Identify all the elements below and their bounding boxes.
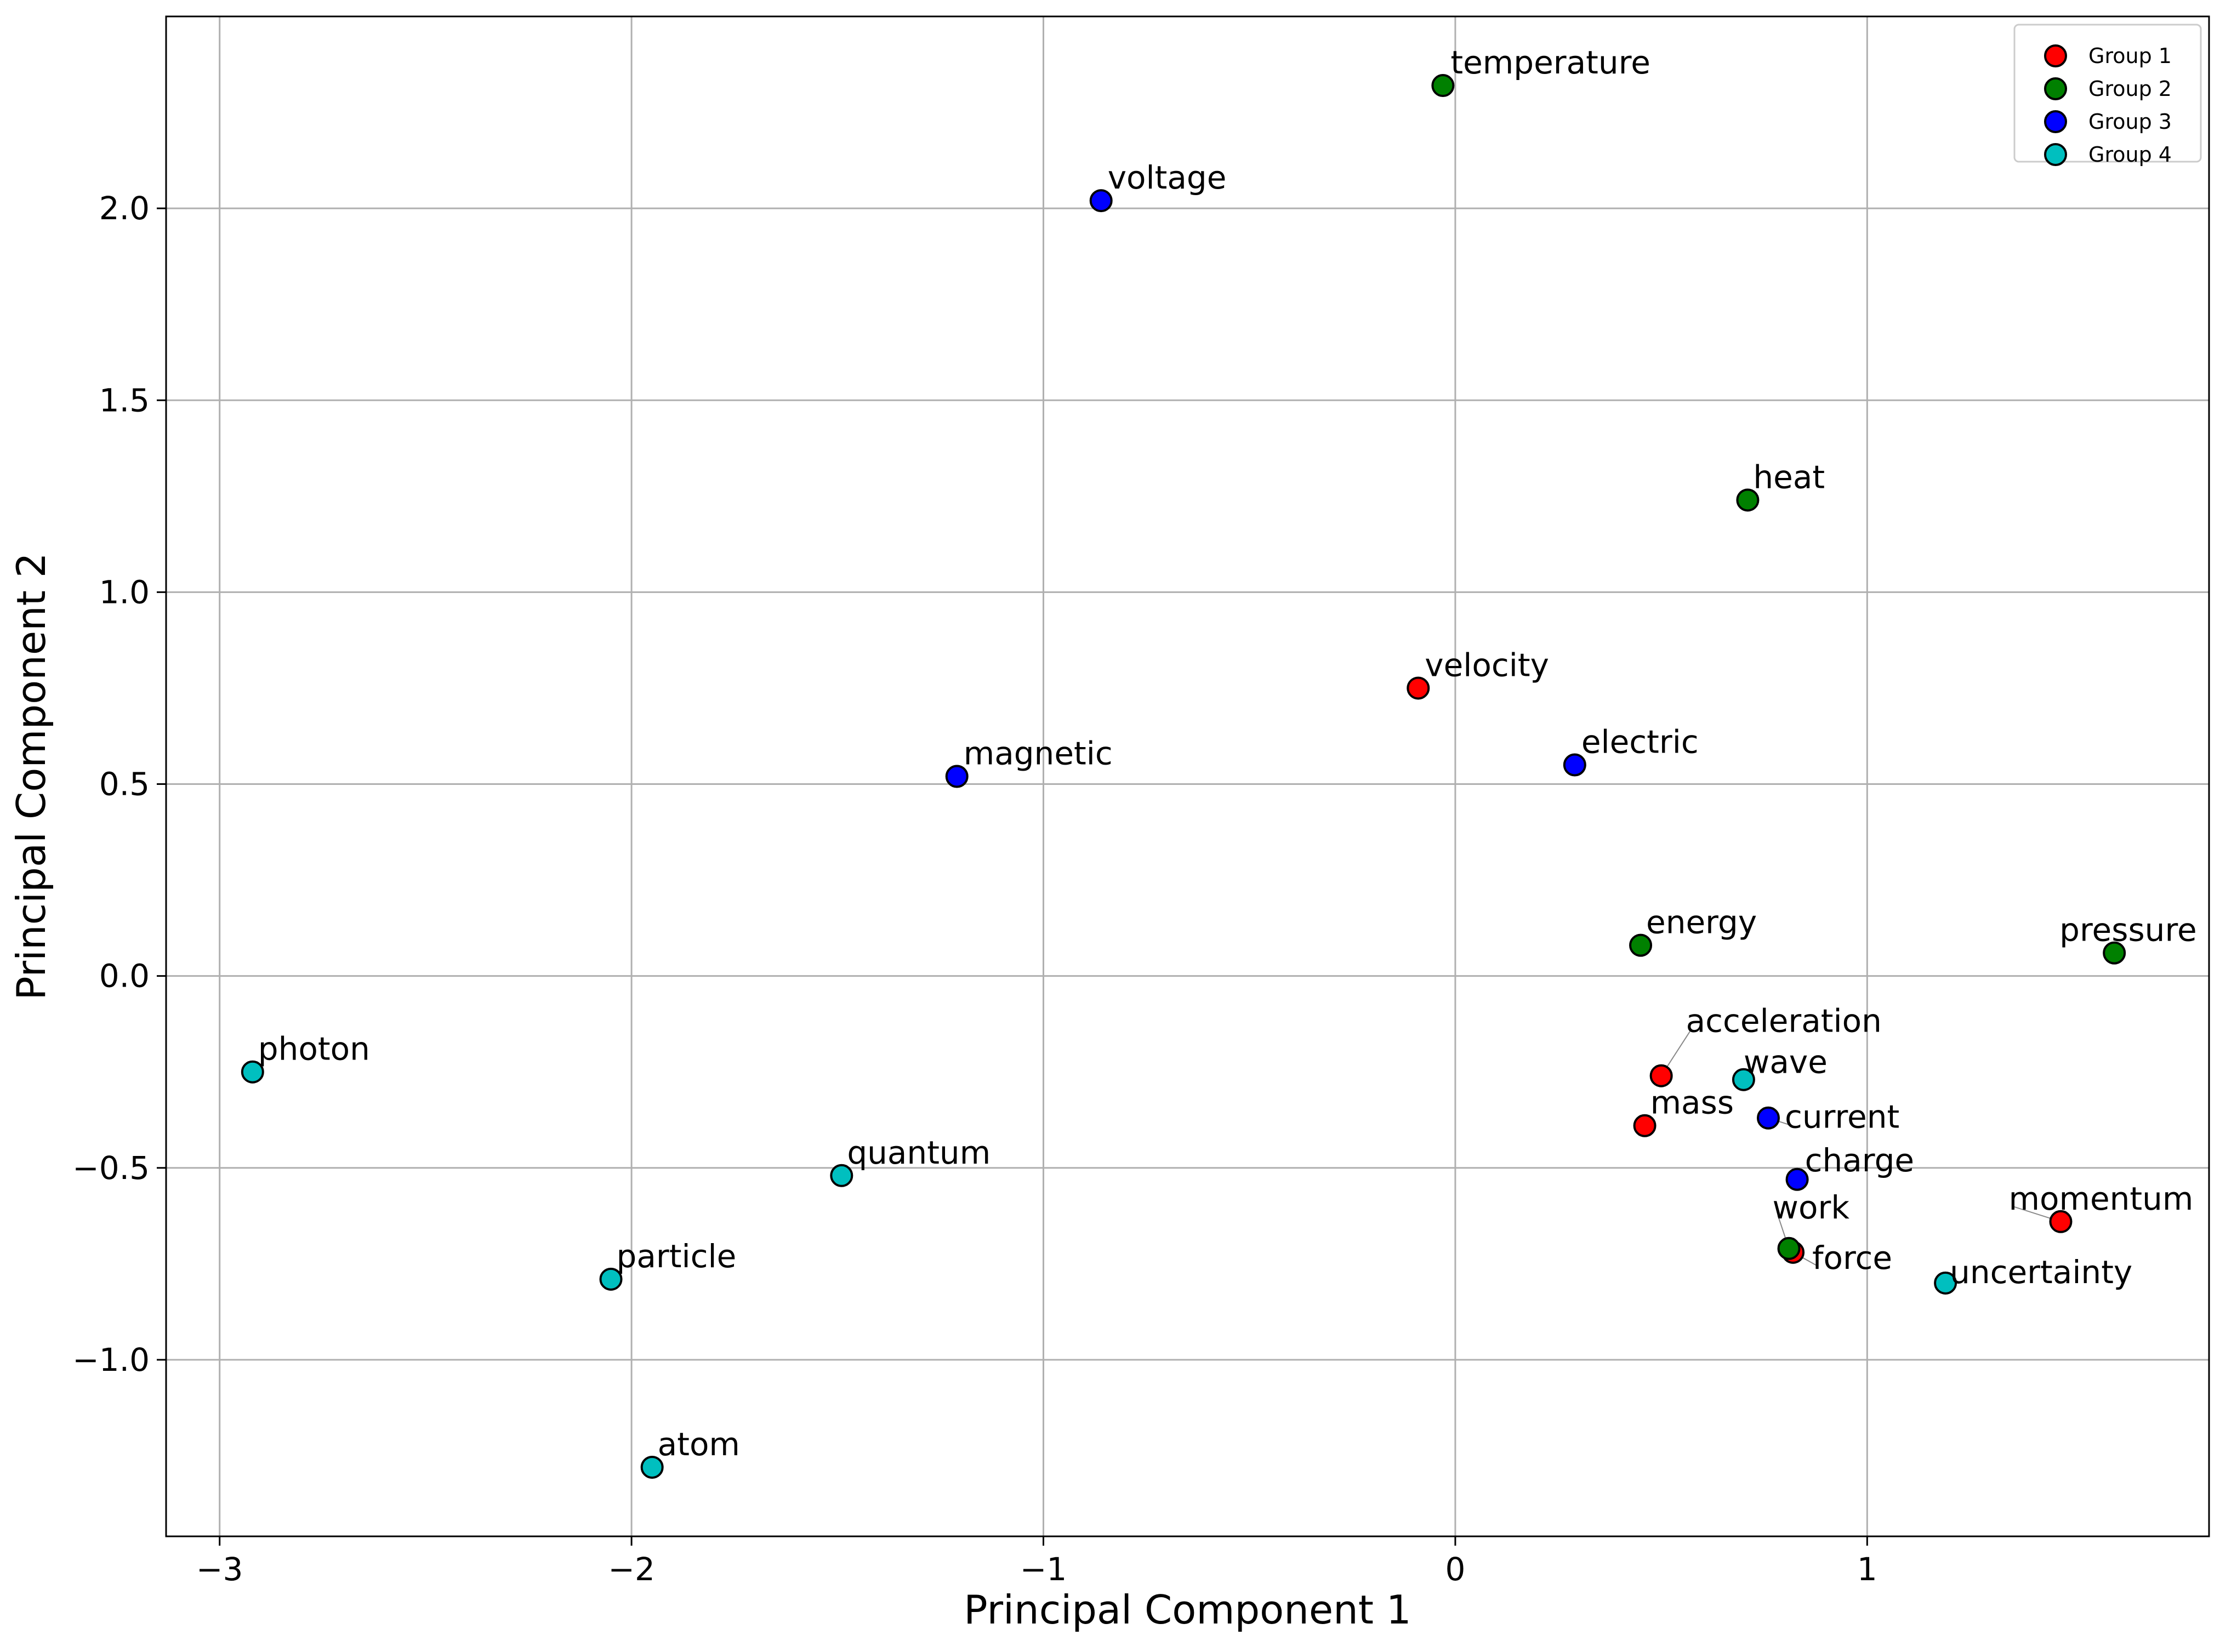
x-tick-label: 1 <box>1857 1551 1877 1588</box>
point-electric <box>1563 753 1586 777</box>
plot-area-frame <box>165 15 2210 1537</box>
point-label-quantum: quantum <box>847 1134 991 1171</box>
point-wave <box>1732 1068 1755 1091</box>
point-label-uncertainty: uncertainty <box>1950 1254 2132 1291</box>
y-tick-label: −1.0 <box>72 1341 150 1378</box>
y-axis-label: Principal Component 2 <box>8 552 54 1000</box>
x-tick-label: −3 <box>196 1551 243 1588</box>
y-tick-label: 0.5 <box>99 766 150 803</box>
y-tick-label: 1.0 <box>99 573 150 611</box>
point-label-charge: charge <box>1805 1142 1915 1179</box>
point-label-current: current <box>1785 1098 1899 1136</box>
point-label-velocity: velocity <box>1425 646 1549 683</box>
x-axis-label: Principal Component 1 <box>964 1587 1411 1633</box>
point-magnetic <box>945 765 969 788</box>
point-label-pressure: pressure <box>2059 912 2197 949</box>
axis-ticks: −3 −2 −1 0 1 −1.0 −0.5 0.0 0.5 1.0 1.5 2.0 <box>72 190 1877 1588</box>
y-tick-label: 1.5 <box>99 381 150 419</box>
point-work <box>1777 1237 1801 1260</box>
point-label-momentum: momentum <box>2008 1180 2193 1217</box>
point-label-force: force <box>1812 1239 1892 1277</box>
x-tick-label: 0 <box>1445 1551 1465 1588</box>
x-tick-label: −2 <box>608 1551 655 1588</box>
legend-label-group-3: Group 3 <box>2088 110 2172 134</box>
x-tick-label: −1 <box>1020 1551 1067 1588</box>
legend-label-group-4: Group 4 <box>2088 143 2172 167</box>
legend-marker-group-1 <box>2044 44 2067 67</box>
point-label-heat: heat <box>1753 458 1825 495</box>
point-momentum <box>2049 1210 2073 1233</box>
legend-marker-group-3 <box>2044 110 2067 133</box>
point-velocity <box>1407 676 1430 700</box>
point-label-acceleration: acceleration <box>1686 1002 1882 1040</box>
point-labels: velocity acceleration mass force momentum tem… <box>258 44 2197 1463</box>
point-heat <box>1736 488 1760 512</box>
point-label-mass: mass <box>1650 1084 1734 1121</box>
point-label-particle: particle <box>617 1238 737 1275</box>
legend-marker-group-2 <box>2044 77 2067 100</box>
point-acceleration <box>1649 1064 1673 1087</box>
point-label-work: work <box>1773 1189 1850 1226</box>
grid-lines <box>166 16 2209 1536</box>
legend: Group 1 Group 2 Group 3 Group 4 <box>2013 24 2202 167</box>
point-label-voltage: voltage <box>1108 159 1227 196</box>
point-label-energy: energy <box>1646 904 1757 941</box>
point-photon <box>241 1060 264 1084</box>
legend-marker-group-4 <box>2044 143 2067 166</box>
point-voltage <box>1089 189 1113 213</box>
point-label-temperature: temperature <box>1450 44 1650 81</box>
point-atom <box>640 1455 664 1479</box>
y-tick-label: 2.0 <box>99 190 150 227</box>
point-charge <box>1785 1167 1809 1191</box>
point-particle <box>599 1267 623 1291</box>
point-mass <box>1633 1114 1657 1137</box>
point-label-electric: electric <box>1581 723 1699 760</box>
point-current <box>1756 1106 1780 1130</box>
point-label-atom: atom <box>658 1426 740 1463</box>
y-tick-label: 0.0 <box>99 958 150 995</box>
data-points <box>241 74 2126 1479</box>
point-uncertainty <box>1934 1271 1957 1295</box>
point-temperature <box>1431 74 1455 98</box>
point-label-magnetic: magnetic <box>964 735 1113 772</box>
y-tick-label: −0.5 <box>72 1149 150 1187</box>
point-label-wave: wave <box>1744 1044 1828 1081</box>
point-quantum <box>830 1164 853 1187</box>
point-energy <box>1629 933 1653 957</box>
legend-label-group-1: Group 1 <box>2088 44 2172 68</box>
legend-label-group-2: Group 2 <box>2088 77 2172 101</box>
point-pressure <box>2103 941 2126 965</box>
point-label-photon: photon <box>258 1030 370 1068</box>
